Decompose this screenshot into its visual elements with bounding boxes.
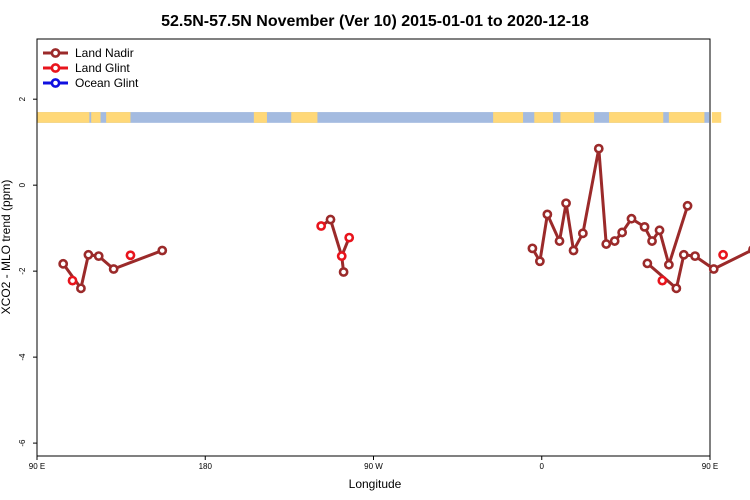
x-tick-label: 180 [199,462,213,471]
land-glint-point [125,250,136,261]
land-nadir-point [617,227,628,238]
x-tick-label: 0 [540,462,545,471]
legend-marker [50,48,61,58]
land-nadir-line [320,218,351,258]
land-segment [37,112,90,123]
land-segment [534,112,553,123]
land-nadir-point [682,200,693,211]
land-nadir-point [568,245,579,256]
y-tick-label: 2 [18,96,27,101]
land-segment [91,112,101,123]
land-nadir-point [527,243,538,254]
land-glint-point [718,249,728,260]
land-nadir-point [108,264,119,274]
land-glint-point [67,275,78,286]
land-segment [668,112,705,123]
legend-label: Land Nadir [75,46,134,60]
chart-title: 52.5N-57.5N November (Ver 10) 2015-01-01… [161,13,589,30]
y-tick-label: -6 [18,439,27,447]
land-nadir-point [690,251,700,261]
land-segment [609,112,664,123]
land-nadir-point [678,249,689,260]
land-nadir-line [646,249,750,290]
land-nadir-point [642,258,653,269]
series-points [58,143,750,294]
land-nadir-point [671,283,682,294]
land-nadir-point [338,267,349,277]
land-nadir-point [534,256,545,267]
land-glint-point [336,251,347,261]
land-nadir-point [93,251,104,261]
land-nadir-point [157,245,168,256]
land-segment [560,112,595,123]
land-nadir-point [708,264,719,274]
land-segment [291,112,318,123]
x-tick-label: 90 E [702,462,718,471]
y-tick-label: -4 [18,353,27,361]
land-segment [711,112,722,123]
x-axis: 90 E 180 90 W 0 90 E [29,456,718,471]
land-nadir-point [647,236,657,246]
legend-label: Ocean Glint [75,76,139,90]
ocean-band [38,112,709,123]
legend-marker [50,63,61,73]
land-nadir-point [76,283,86,294]
land-nadir-point [561,198,571,209]
land-segment [253,112,267,123]
land-glint-point [316,221,327,231]
land-nadir-point [83,249,94,260]
y-axis: 2 0 -2 -4 -6 [18,96,37,447]
y-tick-label: 0 [18,182,27,187]
land-nadir-point [554,236,565,246]
land-nadir-point [577,228,588,239]
y-tick-label: -2 [18,267,27,275]
x-tick-label: 90 W [364,462,383,471]
land-nadir-point [639,221,650,232]
land-segment [106,112,131,123]
land-nadir-point [542,209,553,220]
land-nadir-point [609,236,620,246]
x-axis-label: Longitude [349,477,402,491]
land-glint-point [657,275,668,286]
land-nadir-line [61,249,163,290]
land-segment [493,112,524,123]
land-nadir-point [601,239,612,249]
land-glint-point [344,232,355,243]
land-ocean-strip [37,112,722,123]
land-nadir-point [663,259,674,270]
land-nadir-point [654,225,665,236]
land-nadir-point [325,214,336,225]
land-nadir-point [58,258,69,269]
land-nadir-point [593,143,604,154]
legend-label: Land Glint [75,61,130,75]
legend-marker [50,78,61,88]
y-axis-label: XCO2 - MLO trend (ppm) [0,180,13,315]
land-nadir-point [626,213,637,224]
x-tick-label: 90 E [29,462,45,471]
